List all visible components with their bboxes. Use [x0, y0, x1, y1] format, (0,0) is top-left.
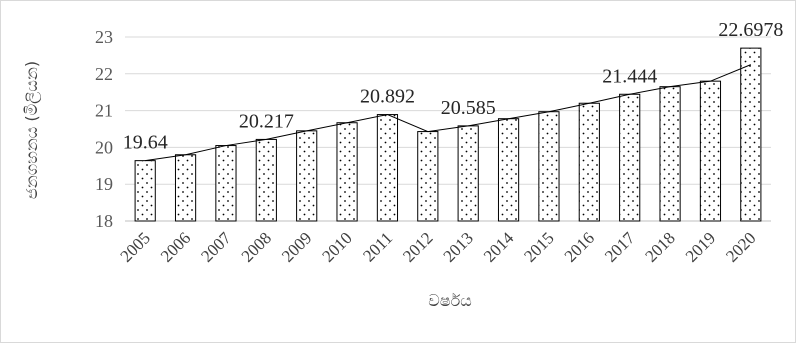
trendline-path	[145, 64, 752, 162]
y-tick-label: 19	[95, 174, 113, 194]
x-tick-label: 2013	[440, 228, 477, 265]
x-tick-label: 2011	[359, 228, 396, 265]
x-tick-label: 2009	[278, 228, 315, 265]
y-tick-label: 21	[95, 101, 113, 121]
bar-2008	[255, 138, 277, 222]
bar-2013	[457, 125, 479, 222]
x-tick-label: 2007	[197, 228, 235, 266]
bar-2017	[619, 93, 641, 222]
bar-2018	[659, 86, 681, 222]
bar-2015	[538, 111, 560, 222]
y-tick-label: 20	[95, 137, 113, 157]
y-tick-label: 23	[95, 27, 113, 47]
bar-2012	[417, 131, 439, 222]
y-axis-title: ජනගහනය (මිලියන)	[22, 61, 42, 199]
y-tick-label: 22	[95, 64, 113, 84]
x-tick-label: 2020	[722, 228, 759, 265]
trendline	[145, 64, 752, 162]
x-tick-label: 2005	[117, 228, 154, 265]
bar-2020	[740, 47, 762, 222]
data-label-2005: 19.64	[123, 132, 168, 154]
x-tick-label: 2010	[318, 228, 355, 265]
bar-2019	[699, 80, 722, 222]
bar-2010	[336, 122, 358, 222]
bar-2006	[174, 154, 197, 222]
x-tick-label: 2016	[561, 228, 598, 265]
x-tick-label: 2015	[520, 228, 557, 265]
bar-2014	[497, 118, 520, 222]
x-tick-label: 2008	[238, 228, 275, 265]
bar-2005	[134, 160, 156, 222]
data-label-2011: 20.892	[360, 86, 415, 108]
x-axis-title: වර්ෂය	[428, 291, 472, 310]
x-tick-label: 2018	[641, 228, 678, 265]
x-axis-ticks: 2005 2006 2007 2008 2009 2010 2011 2012 2013 2014…	[117, 228, 760, 266]
bar-2011	[376, 114, 399, 222]
x-tick-label: 2019	[682, 228, 719, 265]
x-tick-label: 2017	[601, 228, 639, 266]
x-tick-label: 2006	[157, 228, 194, 265]
data-label-2008: 20.217	[239, 110, 294, 132]
x-tick-label: 2014	[480, 228, 518, 266]
bar-2007	[215, 145, 237, 222]
data-label-2013: 20.585	[441, 97, 496, 119]
x-tick-label: 2012	[399, 228, 436, 265]
bar-2016	[578, 102, 600, 222]
y-axis-ticks: 18 19 20 21 22 23	[95, 27, 113, 231]
data-labels: 19.64 20.217 20.892 20.585 21.444 22.6978	[123, 19, 784, 154]
bar-2009	[296, 130, 318, 222]
y-tick-label: 18	[95, 211, 113, 231]
bars	[134, 47, 762, 222]
data-label-2017: 21.444	[602, 65, 657, 87]
data-label-2020: 22.6978	[718, 19, 783, 41]
